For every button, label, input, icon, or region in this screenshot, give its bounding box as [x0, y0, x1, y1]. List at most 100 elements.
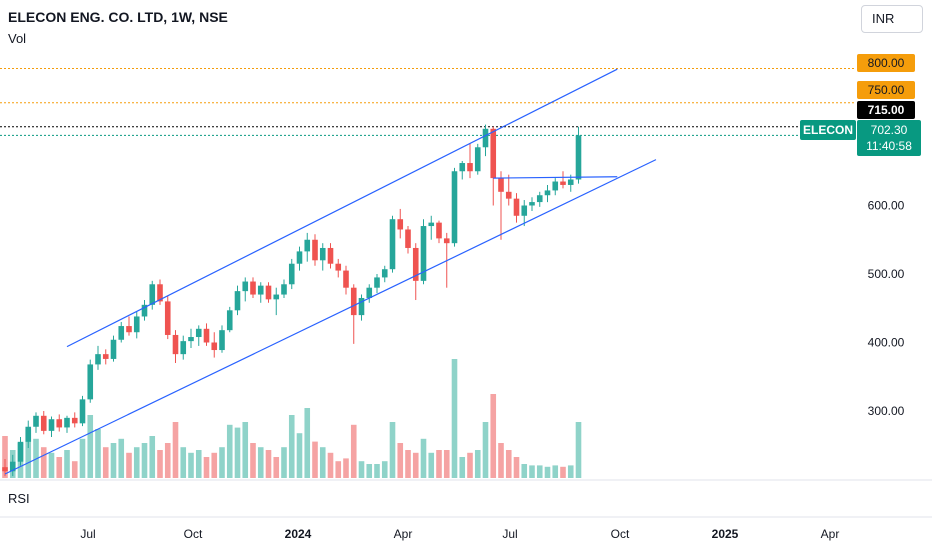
candle-body [79, 399, 86, 424]
candle-body [350, 287, 357, 316]
candle-body [536, 195, 543, 203]
volume-bar [374, 464, 380, 478]
volume-bar [234, 427, 241, 478]
volume-bar [312, 441, 318, 478]
candle-body [157, 284, 163, 302]
candle-body [48, 419, 55, 431]
candle-body [443, 238, 450, 244]
volume-bar [180, 447, 187, 478]
candle-body [552, 181, 559, 191]
volume-bar [521, 464, 528, 478]
candle-body [211, 342, 218, 351]
volume-bar [87, 415, 94, 478]
candle-body [234, 291, 241, 311]
candle-body [474, 147, 481, 172]
candle-body [180, 341, 187, 355]
candle-body [265, 285, 272, 300]
candle-body [428, 222, 435, 227]
candle-body [296, 251, 303, 264]
volume-bar [490, 394, 497, 478]
volume-bar [498, 443, 504, 478]
volume-bar [56, 457, 63, 478]
volume-bar [211, 452, 218, 478]
volume-bar [203, 457, 210, 478]
volume-bar [226, 424, 233, 478]
candle-body [257, 285, 264, 295]
volume-bar [319, 447, 326, 478]
candle-body [40, 415, 47, 431]
volume-bar [265, 450, 272, 478]
last-price-label: 702.30 11:40:58 [857, 120, 921, 156]
candle-body [567, 179, 574, 185]
y-tick-label: 400.00 [868, 336, 905, 350]
y-tick-label: 600.00 [868, 199, 905, 213]
candle-body [451, 171, 458, 244]
volume-bar [389, 422, 396, 478]
level-label-800-text: 800.00 [868, 56, 905, 70]
currency-button[interactable]: INR [861, 5, 923, 33]
candle-body [87, 364, 94, 400]
candle-body [71, 417, 78, 424]
level-label-750: 750.00 [857, 81, 915, 99]
volume-bar [552, 465, 559, 478]
x-tick-label: Jul [80, 527, 95, 541]
candle-body [172, 334, 179, 355]
candle-body [482, 128, 489, 148]
candlesticks [2, 124, 582, 477]
x-tick-label: 2024 [285, 527, 312, 541]
volume-bar [102, 447, 109, 478]
candle-body [203, 328, 210, 343]
candle-body [366, 287, 373, 298]
candle-body [110, 339, 117, 359]
y-tick-label: 500.00 [868, 267, 905, 281]
volume-bar [64, 450, 70, 478]
candle-body [335, 263, 342, 271]
candle-body [281, 284, 287, 295]
volume-bar [544, 466, 551, 478]
volume-bar [405, 450, 411, 478]
candle-body [381, 269, 388, 278]
candle-body [405, 229, 411, 248]
volume-bar [436, 450, 442, 478]
candle-body [64, 417, 70, 428]
volume-bar [366, 464, 373, 478]
candle-body [9, 461, 16, 472]
volume-bar [242, 422, 249, 478]
candle-body [304, 239, 311, 252]
candle-body [25, 426, 32, 442]
volume-bar [567, 465, 574, 478]
volume-bar [428, 452, 435, 478]
candle-body [250, 281, 256, 295]
volume-bar [281, 447, 287, 478]
candle-body [2, 467, 8, 472]
volume-bar [273, 457, 280, 478]
symbol-label-text: ELECON [803, 123, 853, 137]
last-price-text: 702.30 [871, 123, 908, 137]
volume-bar [482, 422, 489, 478]
candle-body [498, 178, 504, 192]
y-axis: 300.00 400.00 500.00 600.00 [868, 199, 905, 419]
volume-bar [257, 447, 264, 478]
chart-title: ELECON ENG. CO. LTD, 1W, NSE [8, 9, 228, 25]
candle-body [133, 316, 140, 333]
candle-body [529, 202, 535, 206]
candle-body [467, 163, 473, 172]
trendline-horizontal-ray[interactable] [493, 176, 618, 179]
x-tick-label: Oct [611, 527, 630, 541]
candle-body [219, 330, 225, 351]
trendlines[interactable] [4, 68, 657, 475]
volume-bar [335, 461, 342, 478]
trendline-channel-lower[interactable] [4, 159, 657, 475]
candle-body [513, 198, 520, 216]
volume-bar [327, 452, 334, 478]
high-label-text: 715.00 [868, 103, 905, 117]
candle-body [164, 301, 171, 335]
volume-bar [381, 461, 388, 478]
volume-bar [536, 465, 543, 478]
volume-bar [350, 424, 357, 478]
candle-body [521, 205, 528, 216]
trendline-channel-upper[interactable] [66, 68, 618, 348]
candle-body [188, 337, 194, 342]
volume-bar [172, 422, 179, 478]
